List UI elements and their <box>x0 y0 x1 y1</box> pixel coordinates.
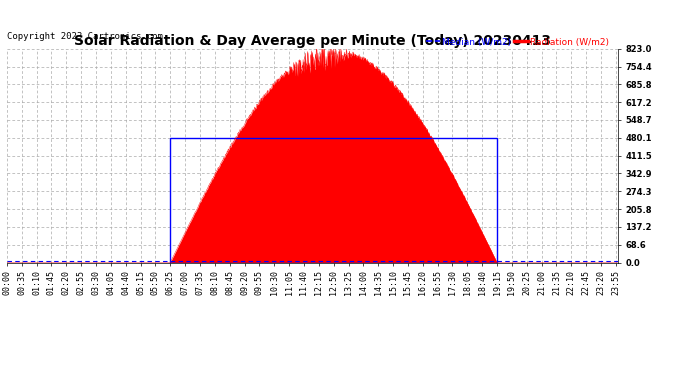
Bar <box>170 138 497 262</box>
Legend: Median (W/m2), Radiation (W/m2): Median (W/m2), Radiation (W/m2) <box>422 34 613 50</box>
Title: Solar Radiation & Day Average per Minute (Today) 20230413: Solar Radiation & Day Average per Minute… <box>74 34 551 48</box>
Text: Copyright 2023 Cartronics.com: Copyright 2023 Cartronics.com <box>7 32 163 41</box>
